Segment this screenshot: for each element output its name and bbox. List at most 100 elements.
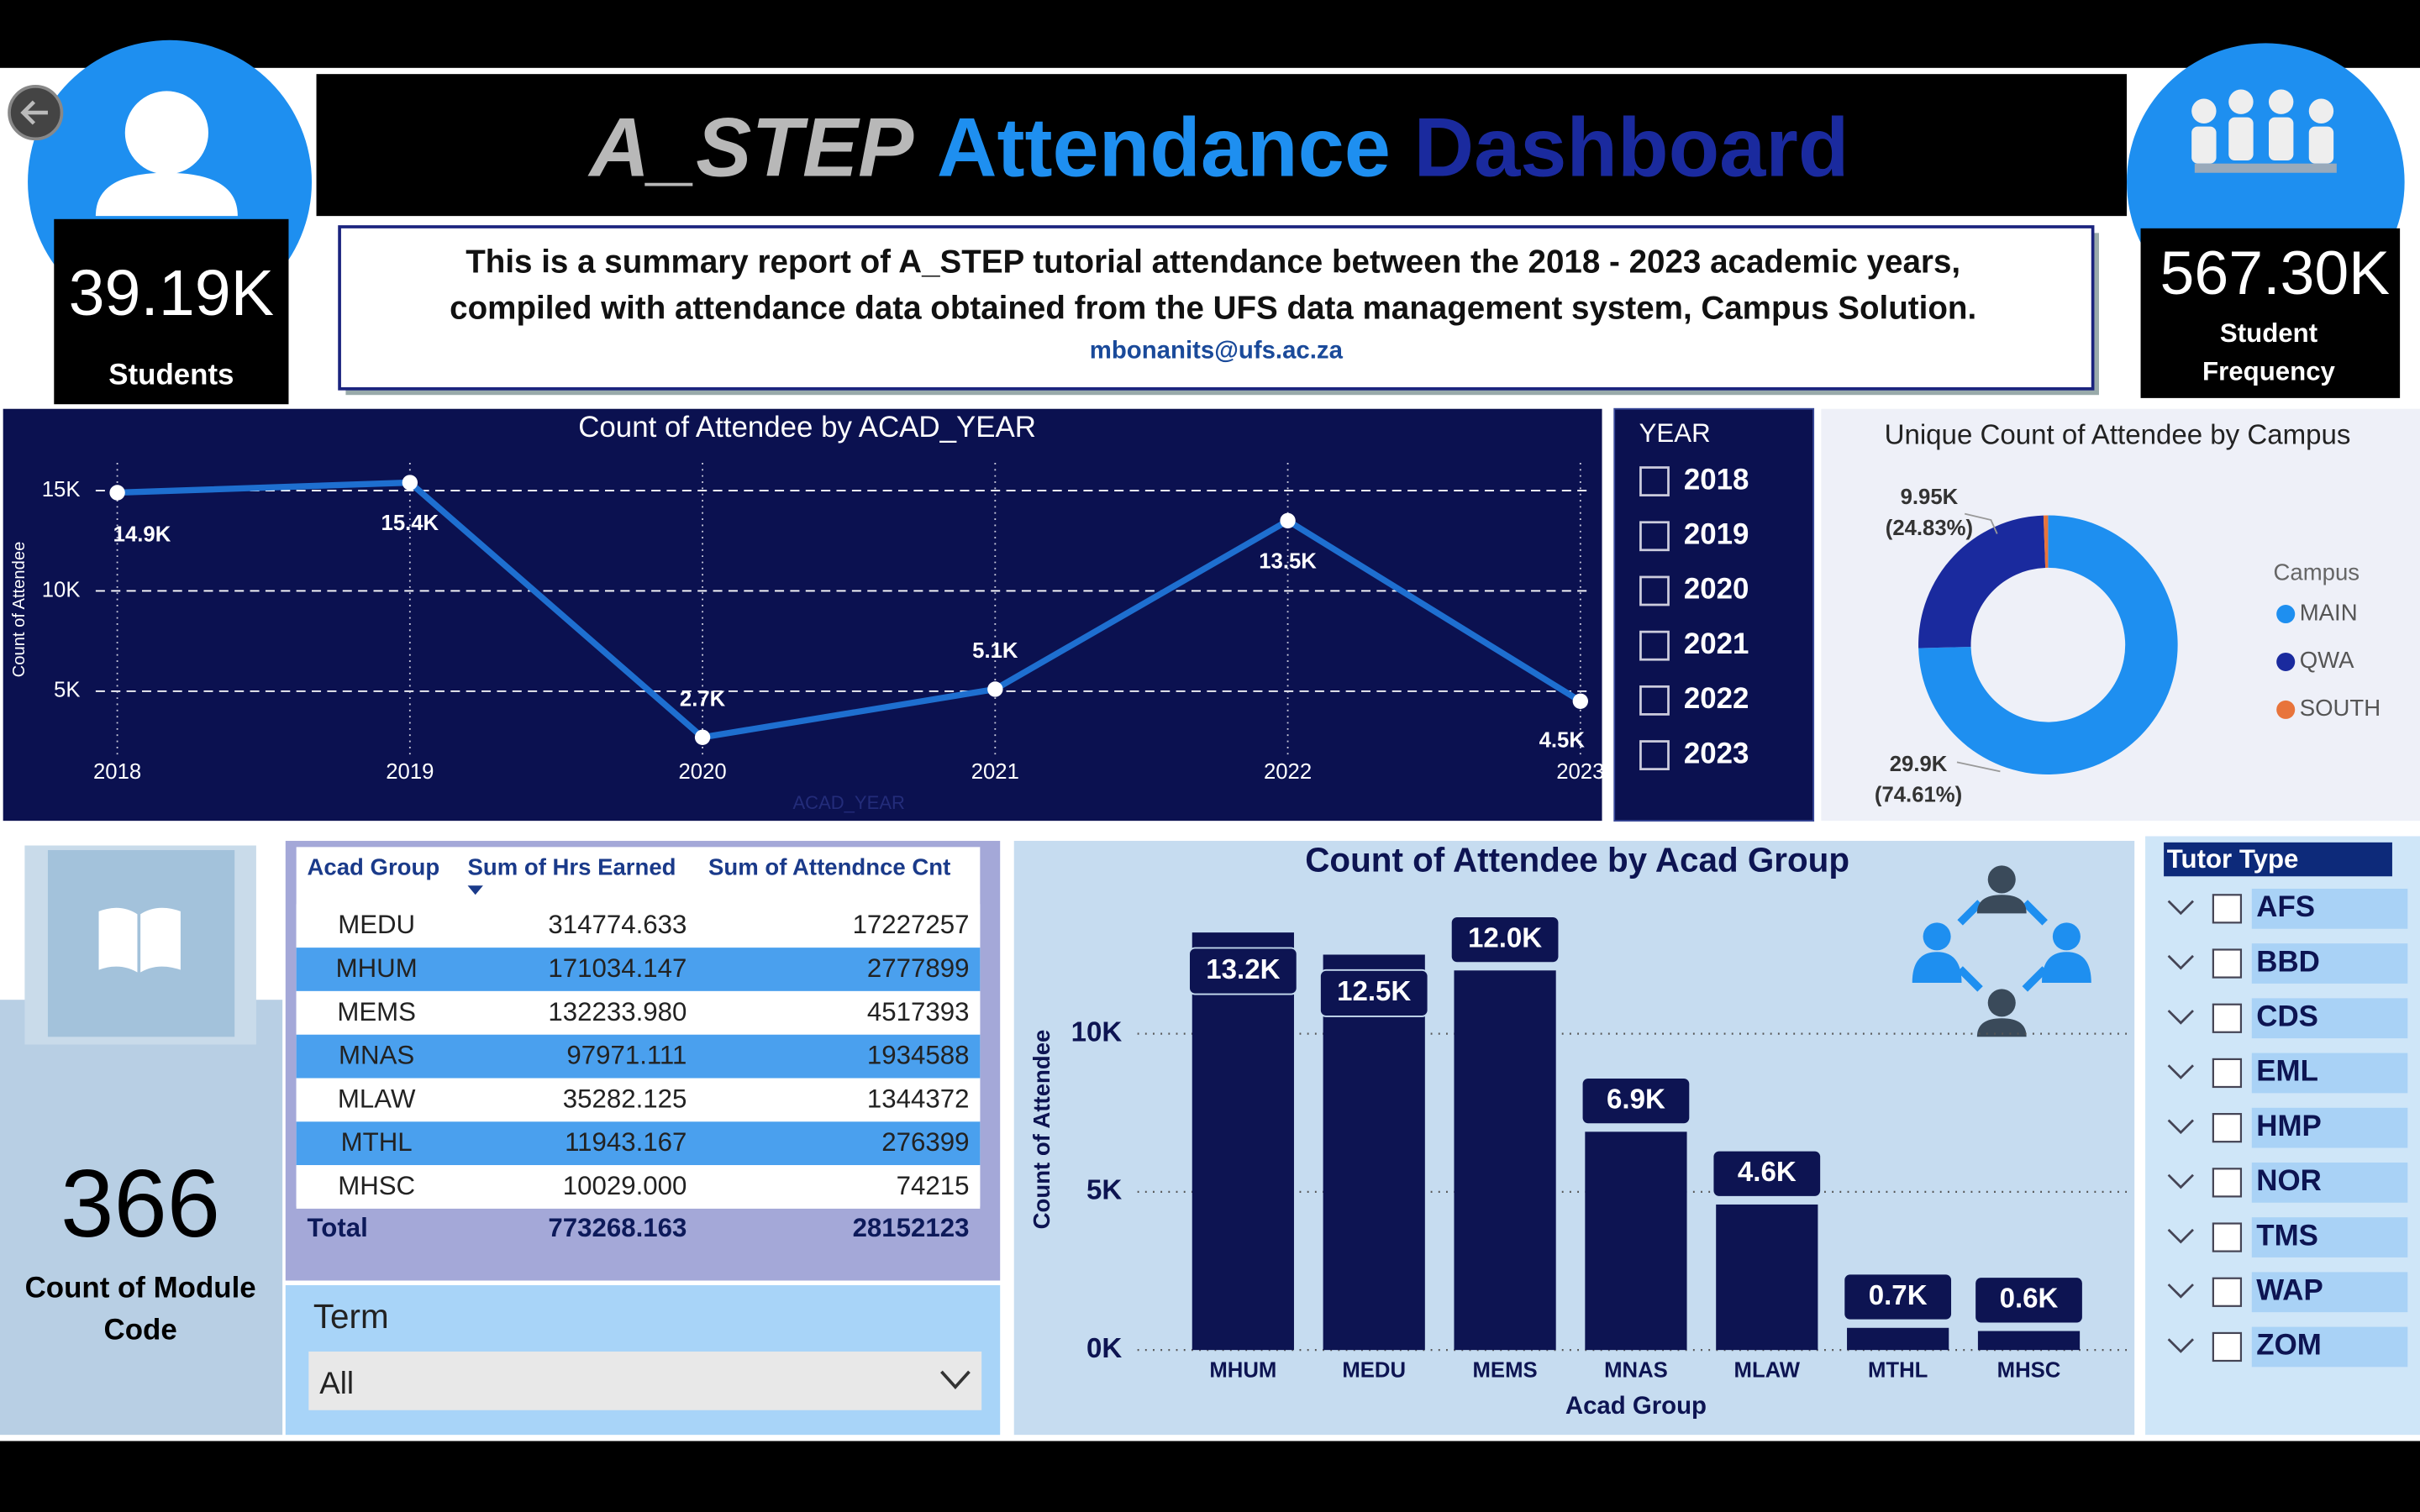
table-row [296, 990, 981, 1035]
data-label: 2.7K [680, 687, 726, 711]
expand-chevron[interactable] [2167, 954, 2194, 970]
label-box [1712, 1149, 1823, 1198]
slicer-item[interactable]: NOR [2256, 1164, 2322, 1197]
data-label: (24.83%) [1886, 517, 1973, 540]
kpi-box [54, 218, 289, 405]
checkbox[interactable] [1639, 466, 1670, 496]
leader-line [1956, 761, 2001, 773]
table-cell: 11943.167 [565, 1127, 687, 1157]
bar[interactable] [1977, 1331, 2081, 1351]
checkbox[interactable] [2212, 894, 2243, 924]
expand-chevron[interactable] [2167, 1173, 2194, 1189]
table-cell: 4517393 [867, 997, 970, 1026]
kpi-box [2140, 228, 2401, 398]
email: mbonanits@ufs.ac.za [1090, 337, 1344, 365]
label-box [1319, 969, 1429, 1017]
point [109, 485, 125, 501]
data-label: 5.1K [972, 639, 1018, 663]
point [987, 681, 1003, 697]
checkbox[interactable] [1639, 740, 1670, 770]
checkbox[interactable] [1639, 575, 1670, 606]
column-header[interactable]: Acad Group [308, 853, 440, 879]
data-label: 13.5K [1259, 549, 1317, 573]
kpi-label: Student [2220, 318, 2318, 348]
data-label: 13.2K [1206, 954, 1280, 985]
checkbox[interactable] [2212, 948, 2243, 979]
point [694, 729, 711, 745]
slicer-item[interactable]: CDS [2256, 1000, 2318, 1032]
item-band [2251, 1107, 2408, 1148]
checkbox[interactable] [2212, 1222, 2243, 1252]
expand-chevron[interactable] [2167, 1010, 2194, 1025]
year-slicer-panel [1613, 407, 1815, 822]
table-row [296, 1078, 981, 1122]
bar[interactable] [1454, 970, 1556, 1351]
y-tick-label: 15K [42, 478, 81, 501]
item-band [2251, 1053, 2408, 1094]
checkbox[interactable] [2212, 1168, 2243, 1198]
expand-chevron[interactable] [2167, 1338, 2194, 1353]
expand-chevron[interactable] [2167, 1119, 2194, 1135]
slicer-item[interactable]: EML [2256, 1055, 2318, 1088]
x-tick-label: MNAS [1604, 1359, 1668, 1383]
pie-slice [1918, 515, 2178, 775]
slicer-item[interactable]: TMS [2256, 1219, 2318, 1252]
dropdown[interactable] [308, 1351, 982, 1410]
chart-title: Count of Attendee by Acad Group [1305, 840, 1849, 879]
table-total: Total [308, 1213, 368, 1242]
table-row [296, 904, 981, 948]
slicer-item[interactable]: WAP [2256, 1273, 2323, 1306]
table-cell: MEDU [338, 910, 415, 939]
slicer-item[interactable]: HMP [2256, 1110, 2322, 1142]
slicer-item[interactable]: 2020 [1684, 573, 1749, 606]
table-cell: 1934588 [867, 1041, 970, 1070]
bar[interactable] [1716, 1204, 1818, 1351]
slicer-item[interactable]: 2022 [1684, 682, 1749, 715]
y-tick-label: 10K [42, 578, 81, 601]
column-header[interactable]: Sum of Attendnce Cnt [708, 853, 950, 879]
slicer-item[interactable]: 2019 [1684, 517, 1749, 550]
checkbox[interactable] [2212, 1058, 2243, 1089]
slicer-item[interactable]: 2021 [1684, 627, 1749, 660]
expand-chevron[interactable] [2167, 1284, 2194, 1299]
expand-chevron[interactable] [2167, 900, 2194, 916]
item-band [2251, 1217, 2408, 1257]
bar[interactable] [1847, 1327, 1949, 1351]
checkbox[interactable] [1639, 685, 1670, 716]
kpi-label: Students [108, 358, 234, 391]
slicer-item[interactable]: AFS [2256, 890, 2315, 923]
y-tick-label: 10K [1071, 1016, 1123, 1047]
x-tick-label: 2022 [1264, 760, 1312, 784]
bar[interactable] [1323, 954, 1425, 1351]
checkbox[interactable] [2212, 1003, 2243, 1033]
slicer-item[interactable]: BBD [2256, 945, 2320, 978]
legend-label[interactable]: MAIN [2300, 599, 2358, 625]
checkbox[interactable] [2212, 1277, 2243, 1307]
table-cell: 97971.111 [566, 1041, 687, 1070]
checkbox[interactable] [1639, 521, 1670, 552]
x-tick-label: 2021 [971, 760, 1019, 784]
data-label: (74.61%) [1875, 784, 1962, 807]
checkbox[interactable] [2212, 1331, 2243, 1362]
slicer-item[interactable]: 2018 [1684, 463, 1749, 496]
legend-label[interactable]: SOUTH [2300, 695, 2381, 721]
expand-chevron[interactable] [2167, 1228, 2194, 1244]
legend-label[interactable]: QWA [2300, 647, 2354, 673]
summary-text: This is a summary report of A_STEP tutor… [466, 244, 1960, 280]
x-tick-label: 2019 [386, 760, 434, 784]
slicer-item[interactable]: ZOM [2256, 1329, 2321, 1362]
column-header[interactable]: Sum of Hrs Earned [468, 853, 676, 879]
item-band [2251, 888, 2408, 929]
table-row [296, 948, 981, 991]
pie-slice [1918, 515, 2046, 648]
slicer-item[interactable]: 2023 [1684, 737, 1749, 769]
bar[interactable] [1192, 932, 1294, 1351]
slicer-header [2164, 842, 2392, 877]
checkbox[interactable] [1639, 630, 1670, 661]
x-tick-label: 2020 [678, 760, 726, 784]
expand-chevron[interactable] [2167, 1064, 2194, 1079]
summary-box [338, 225, 2095, 391]
y-axis-title: Count of Attendee [1028, 1030, 1055, 1230]
bar[interactable] [1585, 1131, 1687, 1351]
checkbox[interactable] [2212, 1113, 2243, 1143]
